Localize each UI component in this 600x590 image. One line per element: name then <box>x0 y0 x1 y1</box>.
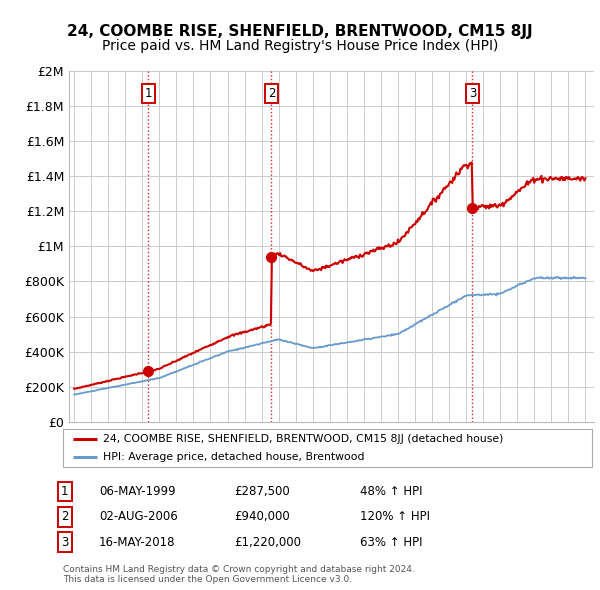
Text: 1: 1 <box>61 485 68 498</box>
Text: 16-MAY-2018: 16-MAY-2018 <box>99 536 176 549</box>
Text: 1: 1 <box>145 87 152 100</box>
Text: Price paid vs. HM Land Registry's House Price Index (HPI): Price paid vs. HM Land Registry's House … <box>102 39 498 53</box>
Text: 2: 2 <box>61 510 68 523</box>
Text: 3: 3 <box>61 536 68 549</box>
Text: 2: 2 <box>268 87 275 100</box>
Text: Contains HM Land Registry data © Crown copyright and database right 2024.
This d: Contains HM Land Registry data © Crown c… <box>63 565 415 584</box>
Text: HPI: Average price, detached house, Brentwood: HPI: Average price, detached house, Bren… <box>103 452 364 462</box>
Text: 24, COOMBE RISE, SHENFIELD, BRENTWOOD, CM15 8JJ: 24, COOMBE RISE, SHENFIELD, BRENTWOOD, C… <box>67 24 533 38</box>
Text: 3: 3 <box>469 87 476 100</box>
Text: 24, COOMBE RISE, SHENFIELD, BRENTWOOD, CM15 8JJ (detached house): 24, COOMBE RISE, SHENFIELD, BRENTWOOD, C… <box>103 434 503 444</box>
Text: 06-MAY-1999: 06-MAY-1999 <box>99 485 176 498</box>
Text: £1,220,000: £1,220,000 <box>234 536 301 549</box>
Text: £940,000: £940,000 <box>234 510 290 523</box>
Text: 48% ↑ HPI: 48% ↑ HPI <box>360 485 422 498</box>
Text: 02-AUG-2006: 02-AUG-2006 <box>99 510 178 523</box>
Text: 120% ↑ HPI: 120% ↑ HPI <box>360 510 430 523</box>
Text: £287,500: £287,500 <box>234 485 290 498</box>
Text: 63% ↑ HPI: 63% ↑ HPI <box>360 536 422 549</box>
